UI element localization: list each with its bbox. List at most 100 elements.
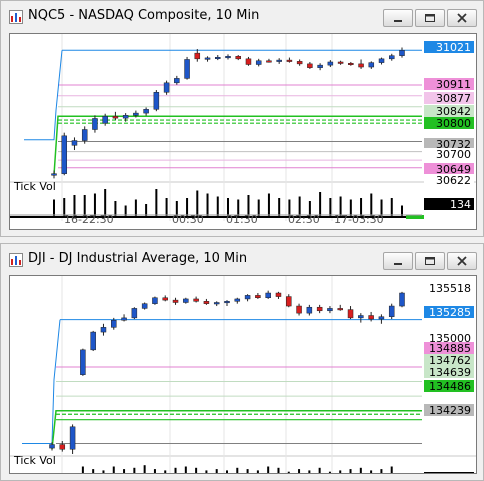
candle-body [51, 173, 57, 176]
price-label-bg [424, 41, 474, 53]
profile-line [24, 50, 63, 141]
candle-body [368, 315, 374, 320]
volume-bar [184, 466, 187, 473]
price-chart-svg[interactable]: Tick Vol16-22:3000:3001:3002:3017-03:301… [10, 276, 476, 473]
candle-body [163, 82, 170, 93]
volume-bar [298, 196, 301, 216]
price-label-bg [424, 148, 474, 160]
candle-body [255, 295, 261, 299]
price-label: 134885 [424, 342, 474, 355]
volume-bar [216, 196, 219, 216]
chart-window-dji[interactable]: DJI - DJ Industrial Average, 10 Min Tick… [0, 243, 484, 481]
title-bar[interactable]: DJI - DJ Industrial Average, 10 Min [1, 244, 483, 274]
candle-body [102, 116, 108, 124]
volume-bar [134, 199, 137, 216]
chart-area[interactable]: Tick Vol16-22:3000:3001:3002:3017-03:301… [9, 275, 477, 474]
minimize-icon [394, 20, 402, 22]
volume-bar [390, 466, 393, 473]
volume-bar [165, 198, 168, 216]
candle-body [296, 305, 302, 314]
candle-body [69, 426, 76, 450]
close-button[interactable] [447, 252, 477, 270]
minimize-button[interactable] [383, 9, 413, 27]
price-label: 30649 [424, 163, 474, 176]
volume-bar [380, 199, 383, 216]
price-label: 30842 [424, 105, 474, 118]
profile-line [22, 319, 61, 444]
price-label: 135285 [424, 306, 474, 319]
volume-bar [349, 469, 352, 473]
minimize-button[interactable] [383, 252, 413, 270]
candle-body [174, 78, 180, 84]
price-label: 134486 [424, 380, 474, 393]
candle-body [71, 140, 78, 146]
price-label-bg [424, 105, 474, 117]
restore-icon [425, 14, 435, 22]
candle-body [183, 298, 189, 303]
restore-button[interactable] [415, 9, 445, 27]
support-line [51, 410, 422, 450]
price-label-text: 135285 [429, 306, 471, 319]
price-label-text: 135000 [429, 332, 471, 345]
candle-body [244, 295, 251, 300]
candle-body [141, 303, 148, 309]
candle-body [245, 58, 252, 65]
candle-body [92, 118, 98, 130]
volume-bar [401, 205, 403, 216]
price-label-text: 30877 [436, 92, 471, 105]
candle-body [358, 63, 364, 68]
volume-value-text: 134 [450, 198, 471, 211]
price-label: 134239 [424, 404, 474, 417]
candle-body [276, 59, 282, 62]
volume-bar [278, 198, 281, 216]
volume-bar [298, 469, 301, 473]
volume-bar [370, 470, 373, 473]
time-axis-label: 17-03:30 [334, 213, 384, 226]
candle-body [235, 56, 241, 60]
candle-body [153, 92, 160, 110]
window-title: NQC5 - NASDAQ Composite, 10 Min [28, 8, 260, 23]
candle-body [296, 61, 303, 65]
volume-bar [267, 193, 270, 216]
candle-body [204, 57, 211, 60]
price-label-bg [424, 78, 474, 90]
volume-bar [246, 469, 249, 473]
price-label-bg [424, 138, 474, 150]
candle-body [90, 331, 96, 351]
candle-body [143, 109, 149, 114]
support-line [53, 115, 422, 176]
volume-bar [174, 467, 177, 473]
chart-icon [9, 253, 23, 267]
indicator-label: Tick Vol [13, 180, 56, 193]
volume-bar [359, 467, 362, 473]
volume-bar [308, 470, 311, 473]
volume-bar [92, 469, 95, 473]
volume-bar [155, 189, 158, 216]
volume-bar [104, 189, 107, 216]
price-label: 30800 [424, 117, 474, 130]
volume-bar [112, 466, 115, 473]
price-label-text: 134239 [429, 404, 471, 417]
candle-body [215, 56, 221, 59]
restore-button[interactable] [415, 252, 445, 270]
chart-area[interactable]: Tick Vol 16-22:30 00:30 01:30 02:30 17-03:30 3… [9, 33, 477, 230]
chart-window-nqc5[interactable]: NQC5 - NASDAQ Composite, 10 Min Tick Vol… [0, 0, 484, 237]
candle-body [337, 61, 344, 64]
price-chart-svg[interactable]: Tick Vol 16-22:30 00:30 01:30 02:30 17-03:30 3… [10, 34, 476, 229]
candle-body [234, 298, 241, 302]
candle-body [61, 135, 67, 174]
candle-body [327, 308, 333, 312]
volume-bar [186, 198, 189, 216]
price-label-text: 134639 [429, 366, 471, 379]
volume-bar [288, 199, 291, 216]
volume-bar [247, 195, 250, 216]
volume-bar [205, 470, 208, 473]
candle-body [358, 315, 364, 319]
candle-body [327, 61, 334, 66]
volume-bar [318, 467, 321, 473]
price-label-bg [424, 342, 474, 354]
close-button[interactable] [447, 9, 477, 27]
volume-bar [277, 467, 280, 473]
title-bar[interactable]: NQC5 - NASDAQ Composite, 10 Min [1, 1, 483, 31]
price-label-bg [424, 332, 474, 344]
